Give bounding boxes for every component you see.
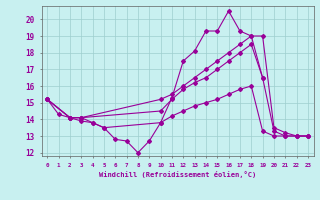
X-axis label: Windchill (Refroidissement éolien,°C): Windchill (Refroidissement éolien,°C) — [99, 171, 256, 178]
